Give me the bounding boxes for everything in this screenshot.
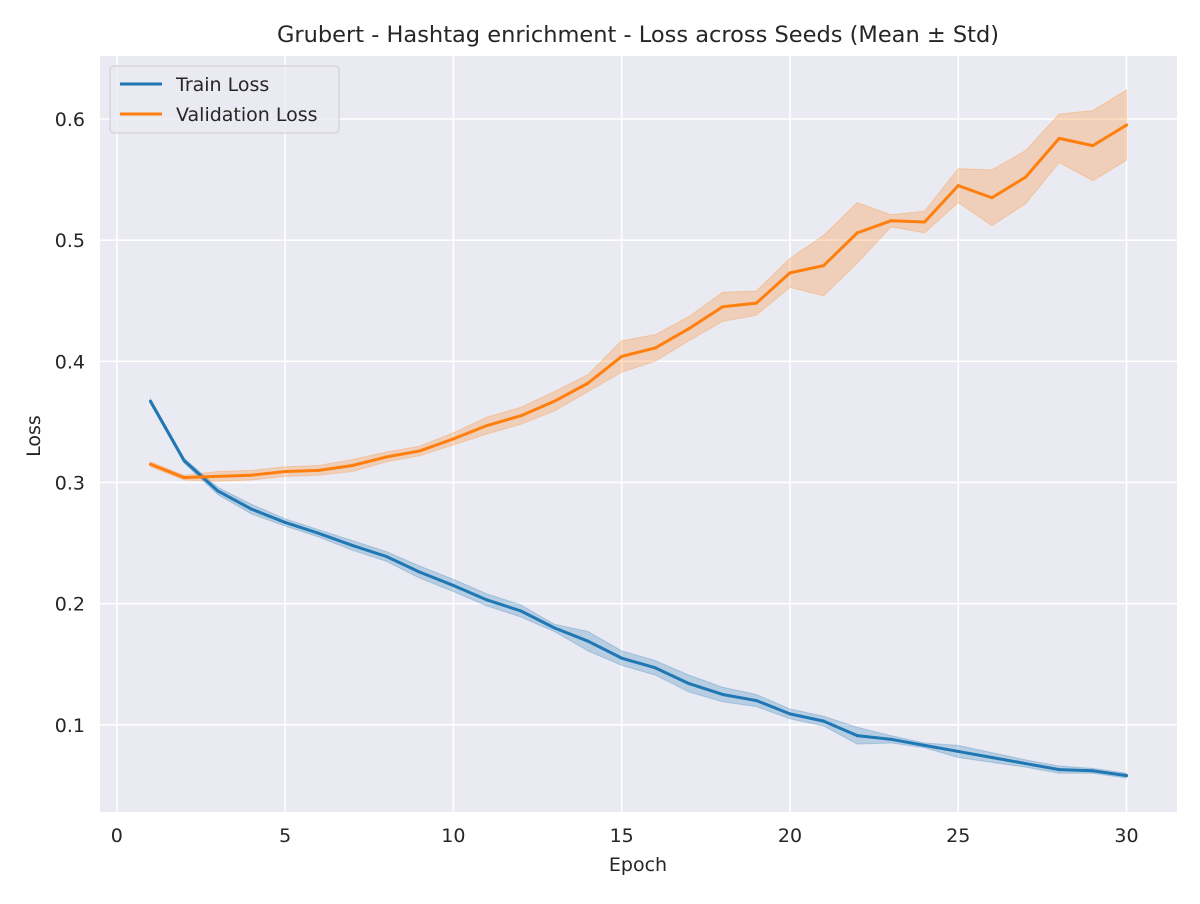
data-point-validation-loss [148,462,152,466]
data-point-train-loss [1057,768,1061,772]
data-point-validation-loss [956,184,960,188]
data-point-train-loss [317,531,321,535]
data-point-train-loss [148,399,152,403]
y-tick-label: 0.3 [55,472,85,494]
series-line-train-loss [148,399,1129,778]
data-point-train-loss [956,749,960,753]
legend-label-train-loss: Train Loss [175,74,269,96]
data-point-validation-loss [923,220,927,224]
data-point-train-loss [216,489,220,493]
x-axis-label: Epoch [609,854,667,876]
y-tick-label: 0.2 [55,594,85,616]
legend: Train Loss Validation Loss [109,65,340,134]
data-point-validation-loss [317,468,321,472]
data-point-train-loss [721,692,725,696]
data-point-validation-loss [1057,136,1061,140]
data-point-train-loss [519,609,523,613]
x-tick-label: 0 [111,825,123,847]
data-point-train-loss [384,554,388,558]
y-tick-label: 0.6 [55,109,85,131]
data-point-train-loss [586,639,590,643]
data-point-validation-loss [889,219,893,223]
x-gridlines [116,56,1128,812]
series-line-validation-loss [148,123,1129,480]
data-point-train-loss [653,666,657,670]
x-tick-label: 25 [946,825,970,847]
data-point-train-loss [418,570,422,574]
data-point-validation-loss [1024,175,1028,179]
legend-box [109,65,340,134]
std-bands [149,89,1128,779]
std-band-train-loss [149,396,1128,779]
data-point-train-loss [283,520,287,524]
data-point-train-loss [889,737,893,741]
data-point-validation-loss [855,231,859,235]
legend-label-validation-loss: Validation Loss [176,104,318,126]
std-band-validation-loss [149,89,1128,482]
x-tick-label: 30 [1114,825,1138,847]
data-point-validation-loss [653,346,657,350]
data-point-train-loss [923,743,927,747]
data-point-validation-loss [586,381,590,385]
data-point-train-loss [1091,769,1095,773]
data-point-validation-loss [283,470,287,474]
data-point-validation-loss [754,301,758,305]
data-point-validation-loss [519,414,523,418]
data-point-validation-loss [990,196,994,200]
data-point-validation-loss [721,305,725,309]
data-point-validation-loss [1091,144,1095,148]
data-point-validation-loss [620,354,624,358]
x-tick-label: 20 [778,825,802,847]
x-tick-labels: 0 5 10 15 20 25 30 [111,825,1139,847]
data-point-validation-loss [822,264,826,268]
data-point-train-loss [552,626,556,630]
series-lines [148,123,1129,778]
x-tick-label: 15 [610,825,634,847]
data-point-train-loss [1125,774,1129,778]
y-tick-label: 0.1 [55,715,85,737]
chart-title: Grubert - Hashtag enrichment - Loss acro… [277,22,999,48]
data-point-validation-loss [418,449,422,453]
data-point-validation-loss [687,327,691,331]
data-point-train-loss [620,656,624,660]
data-point-validation-loss [216,474,220,478]
data-point-validation-loss [485,424,489,428]
x-tick-label: 5 [279,825,291,847]
data-point-validation-loss [451,437,455,441]
y-tick-label: 0.4 [55,351,85,373]
data-point-train-loss [822,719,826,723]
data-point-validation-loss [788,271,792,275]
data-point-train-loss [754,699,758,703]
data-point-validation-loss [350,464,354,467]
data-point-train-loss [249,507,253,511]
data-point-train-loss [451,583,455,587]
data-point-validation-loss [552,399,556,403]
data-point-validation-loss [249,473,253,477]
y-axis-label: Loss [23,415,45,457]
data-point-train-loss [1024,762,1028,766]
y-tick-labels: 0.1 0.2 0.3 0.4 0.5 0.6 [55,109,85,737]
data-point-train-loss [788,712,792,716]
data-point-train-loss [687,682,691,686]
data-point-validation-loss [182,476,186,480]
data-point-train-loss [182,459,186,463]
data-point-train-loss [350,543,354,547]
x-tick-label: 10 [441,825,465,847]
data-point-train-loss [485,598,489,602]
plot-area [100,56,1177,812]
data-point-validation-loss [384,455,388,459]
y-tick-label: 0.5 [55,230,85,252]
data-point-validation-loss [1125,123,1129,127]
data-point-train-loss [990,755,994,759]
data-point-train-loss [855,734,859,738]
